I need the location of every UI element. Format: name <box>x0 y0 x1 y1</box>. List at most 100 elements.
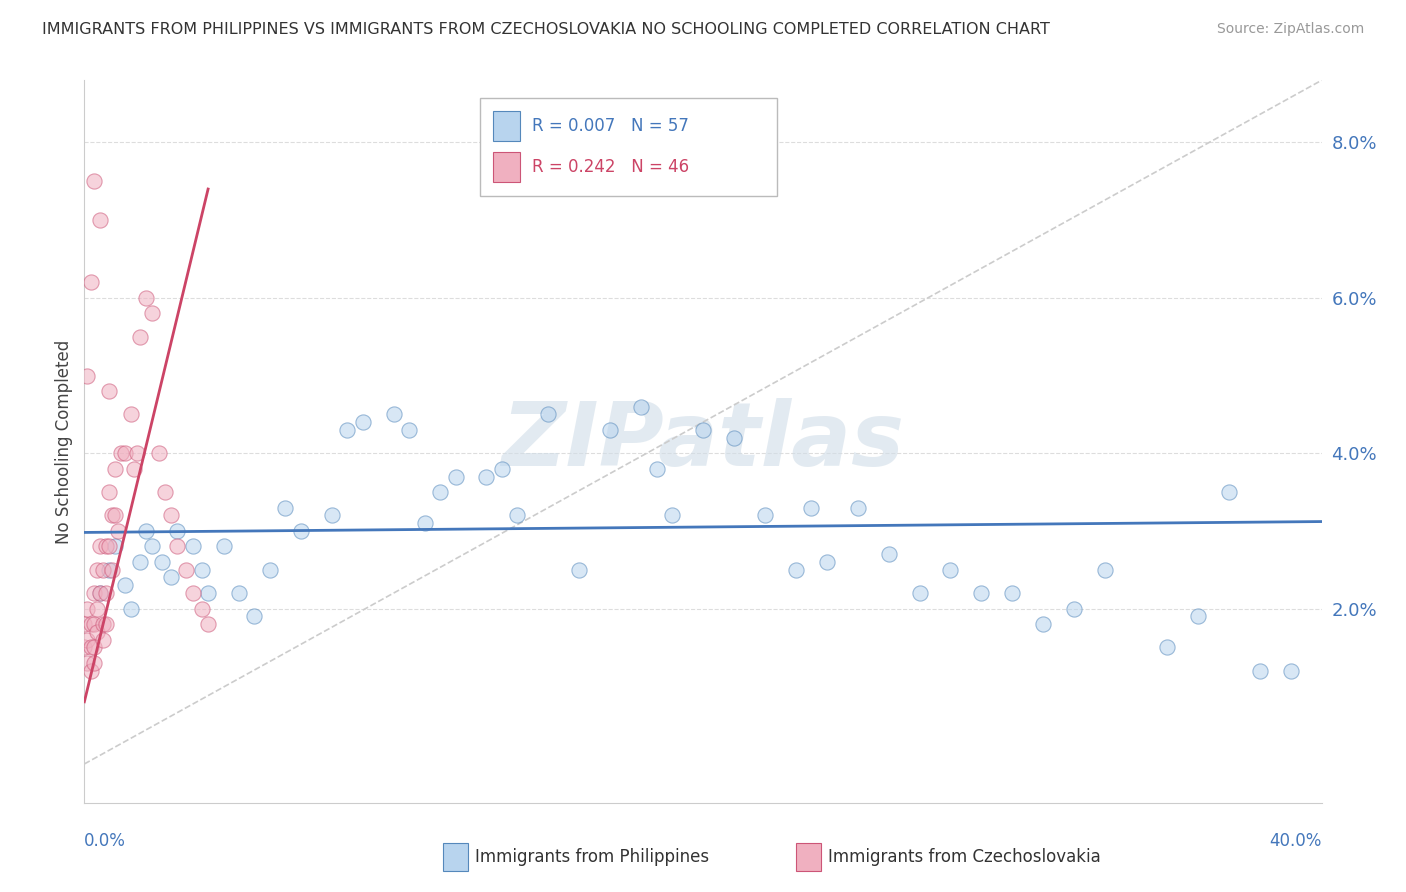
Point <box>815 555 838 569</box>
Point <box>259 563 281 577</box>
Point <box>754 508 776 523</box>
Point <box>83 656 105 670</box>
Point <box>800 500 823 515</box>
Point <box>645 461 668 475</box>
Text: R = 0.242   N = 46: R = 0.242 N = 46 <box>533 158 689 176</box>
Point <box>94 586 117 600</box>
Point <box>939 563 962 577</box>
Point <box>723 431 745 445</box>
Point <box>1218 485 1240 500</box>
Point <box>692 423 714 437</box>
Point <box>101 508 124 523</box>
Point <box>1001 586 1024 600</box>
Point <box>83 617 105 632</box>
Point <box>98 485 121 500</box>
Point <box>1279 664 1302 678</box>
Point <box>86 563 108 577</box>
Text: ZIPatlas: ZIPatlas <box>502 398 904 485</box>
Point <box>243 609 266 624</box>
Point <box>908 586 931 600</box>
Point <box>114 446 136 460</box>
Point <box>321 508 343 523</box>
Point <box>83 640 105 655</box>
Point <box>148 446 170 460</box>
Point <box>125 446 148 460</box>
Point <box>153 485 176 500</box>
Point <box>506 508 529 523</box>
Point <box>429 485 451 500</box>
Point <box>83 174 105 188</box>
Point <box>877 547 900 561</box>
Point <box>166 524 188 538</box>
Point <box>599 423 621 437</box>
Point <box>141 306 163 320</box>
Point <box>141 540 163 554</box>
Point <box>98 540 121 554</box>
Point <box>83 586 105 600</box>
Point <box>382 408 405 422</box>
Point <box>91 563 114 577</box>
Point <box>150 555 173 569</box>
Point <box>135 291 157 305</box>
Point <box>79 617 101 632</box>
Point <box>114 578 136 592</box>
Point <box>336 423 359 437</box>
Point <box>89 213 111 227</box>
Point <box>166 540 188 554</box>
Point <box>98 384 121 398</box>
Point <box>352 415 374 429</box>
Point <box>122 461 145 475</box>
Point <box>101 563 124 577</box>
Point <box>212 540 235 554</box>
Point <box>398 423 420 437</box>
Point <box>970 586 993 600</box>
Point <box>1249 664 1271 678</box>
Bar <box>796 843 821 871</box>
Point <box>176 563 198 577</box>
Point <box>98 563 121 577</box>
Point <box>89 586 111 600</box>
Point <box>79 275 101 289</box>
Point <box>73 617 96 632</box>
Point <box>120 408 142 422</box>
Point <box>785 563 807 577</box>
Point <box>73 640 96 655</box>
Point <box>89 586 111 600</box>
Point <box>537 408 560 422</box>
Point <box>181 540 204 554</box>
Point <box>110 446 132 460</box>
Point <box>191 601 214 615</box>
Point <box>107 524 129 538</box>
Point <box>129 555 152 569</box>
Point <box>661 508 683 523</box>
Point <box>91 617 114 632</box>
Y-axis label: No Schooling Completed: No Schooling Completed <box>55 340 73 543</box>
Point <box>129 329 152 343</box>
Point <box>79 664 101 678</box>
Point <box>160 570 183 584</box>
Point <box>76 601 98 615</box>
Point <box>568 563 591 577</box>
Text: 0.0%: 0.0% <box>84 831 127 850</box>
Point <box>228 586 250 600</box>
Point <box>1032 617 1054 632</box>
Point <box>120 601 142 615</box>
Point <box>1156 640 1178 655</box>
Point <box>191 563 214 577</box>
Point <box>104 508 127 523</box>
Point <box>475 469 498 483</box>
Bar <box>492 111 520 141</box>
Point <box>76 368 98 383</box>
Text: Source: ZipAtlas.com: Source: ZipAtlas.com <box>1216 22 1364 37</box>
Point <box>630 400 652 414</box>
Point <box>104 540 127 554</box>
Point <box>1063 601 1085 615</box>
Bar <box>481 98 778 196</box>
Point <box>76 632 98 647</box>
Point <box>89 540 111 554</box>
Point <box>91 632 114 647</box>
Point <box>104 461 127 475</box>
Point <box>197 617 219 632</box>
Point <box>197 586 219 600</box>
Point <box>79 640 101 655</box>
